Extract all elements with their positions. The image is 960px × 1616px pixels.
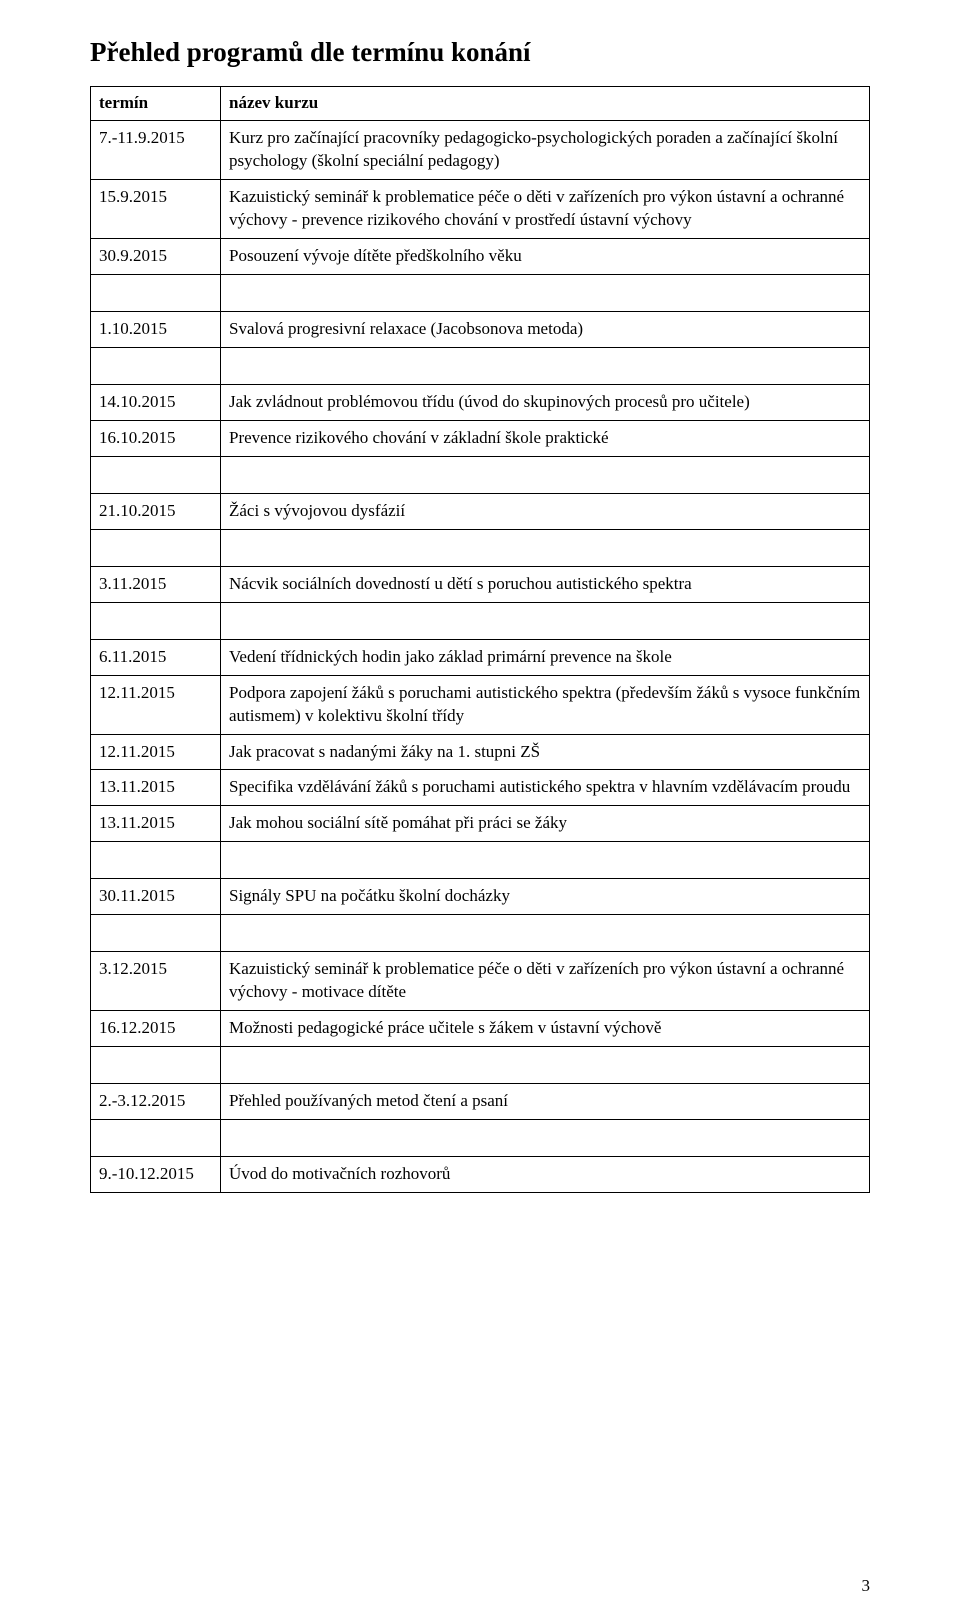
cell-course-name: Jak mohou sociální sítě pomáhat při prác… [221,806,870,842]
cell-course-name: Posouzení vývoje dítěte předškolního věk… [221,239,870,275]
cell-date: 16.12.2015 [91,1011,221,1047]
table-row: 30.11.2015Signály SPU na počátku školní … [91,879,870,915]
cell-date: 30.9.2015 [91,239,221,275]
cell-course-name: Signály SPU na počátku školní docházky [221,879,870,915]
table-row: 16.10.2015Prevence rizikového chování v … [91,420,870,456]
col-header-date: termín [91,87,221,121]
cell-course-name: Možnosti pedagogické práce učitele s žák… [221,1011,870,1047]
col-header-name: název kurzu [221,87,870,121]
cell-course-name: Prevence rizikového chování v základní š… [221,420,870,456]
spacer-row [91,842,870,879]
cell-course-name: Kurz pro začínající pracovníky pedagogic… [221,121,870,180]
spacer-row [91,347,870,384]
spacer-cell [221,915,870,952]
table-row: 15.9.2015Kazuistický seminář k problemat… [91,180,870,239]
spacer-cell [221,602,870,639]
spacer-cell [221,842,870,879]
schedule-table: termín název kurzu 7.-11.9.2015Kurz pro … [90,86,870,1193]
table-row: 3.12.2015 Kazuistický seminář k problema… [91,952,870,1011]
table-row: 21.10.2015Žáci s vývojovou dysfázií [91,493,870,529]
spacer-cell [91,602,221,639]
spacer-cell [221,347,870,384]
spacer-row [91,1120,870,1157]
cell-date: 15.9.2015 [91,180,221,239]
spacer-cell [221,1120,870,1157]
cell-date: 12.11.2015 [91,734,221,770]
spacer-cell [91,1120,221,1157]
spacer-row [91,456,870,493]
cell-date: 21.10.2015 [91,493,221,529]
table-row: 3.11.2015Nácvik sociálních dovedností u … [91,566,870,602]
spacer-cell [91,275,221,312]
cell-course-name: Kazuistický seminář k problematice péče … [221,180,870,239]
cell-date: 9.-10.12.2015 [91,1157,221,1193]
cell-date: 2.-3.12.2015 [91,1084,221,1120]
cell-date: 3.11.2015 [91,566,221,602]
cell-course-name: Nácvik sociálních dovedností u dětí s po… [221,566,870,602]
table-row: 30.9.2015Posouzení vývoje dítěte předško… [91,239,870,275]
table-row: 6.11.2015Vedení třídnických hodin jako z… [91,639,870,675]
spacer-cell [91,347,221,384]
cell-course-name: Vedení třídnických hodin jako základ pri… [221,639,870,675]
cell-date: 3.12.2015 [91,952,221,1011]
cell-course-name: Žáci s vývojovou dysfázií [221,493,870,529]
table-row: 13.11.2015Specifika vzdělávání žáků s po… [91,770,870,806]
table-row: 9.-10.12.2015Úvod do motivačních rozhovo… [91,1157,870,1193]
cell-course-name: Jak zvládnout problémovou třídu (úvod do… [221,384,870,420]
spacer-cell [91,842,221,879]
cell-course-name: Kazuistický seminář k problematice péče … [221,952,870,1011]
spacer-row [91,1047,870,1084]
cell-course-name: Specifika vzdělávání žáků s poruchami au… [221,770,870,806]
table-header-row: termín název kurzu [91,87,870,121]
cell-date: 14.10.2015 [91,384,221,420]
spacer-cell [221,456,870,493]
cell-course-name: Svalová progresivní relaxace (Jacobsonov… [221,312,870,348]
spacer-cell [91,529,221,566]
table-row: 12.11.2015Jak pracovat s nadanými žáky n… [91,734,870,770]
page-title: Přehled programů dle termínu konání [90,36,870,68]
cell-date: 13.11.2015 [91,770,221,806]
spacer-row [91,915,870,952]
table-row: 12.11.2015Podpora zapojení žáků s poruch… [91,675,870,734]
spacer-row [91,602,870,639]
cell-date: 30.11.2015 [91,879,221,915]
spacer-cell [221,529,870,566]
spacer-cell [221,1047,870,1084]
cell-course-name: Přehled používaných metod čtení a psaní [221,1084,870,1120]
spacer-cell [91,1047,221,1084]
table-row: 1.10.2015Svalová progresivní relaxace (J… [91,312,870,348]
table-row: 16.12.2015Možnosti pedagogické práce uči… [91,1011,870,1047]
spacer-row [91,529,870,566]
cell-date: 1.10.2015 [91,312,221,348]
cell-date: 7.-11.9.2015 [91,121,221,180]
cell-date: 13.11.2015 [91,806,221,842]
cell-course-name: Jak pracovat s nadanými žáky na 1. stupn… [221,734,870,770]
cell-date: 6.11.2015 [91,639,221,675]
spacer-cell [91,456,221,493]
cell-date: 12.11.2015 [91,675,221,734]
spacer-row [91,275,870,312]
spacer-cell [91,915,221,952]
table-row: 2.-3.12.2015Přehled používaných metod čt… [91,1084,870,1120]
cell-date: 16.10.2015 [91,420,221,456]
spacer-cell [221,275,870,312]
page-number: 3 [862,1576,871,1596]
cell-course-name: Podpora zapojení žáků s poruchami autist… [221,675,870,734]
table-row: 14.10.2015Jak zvládnout problémovou tříd… [91,384,870,420]
table-row: 7.-11.9.2015Kurz pro začínající pracovní… [91,121,870,180]
cell-course-name: Úvod do motivačních rozhovorů [221,1157,870,1193]
table-row: 13.11.2015Jak mohou sociální sítě pomáha… [91,806,870,842]
